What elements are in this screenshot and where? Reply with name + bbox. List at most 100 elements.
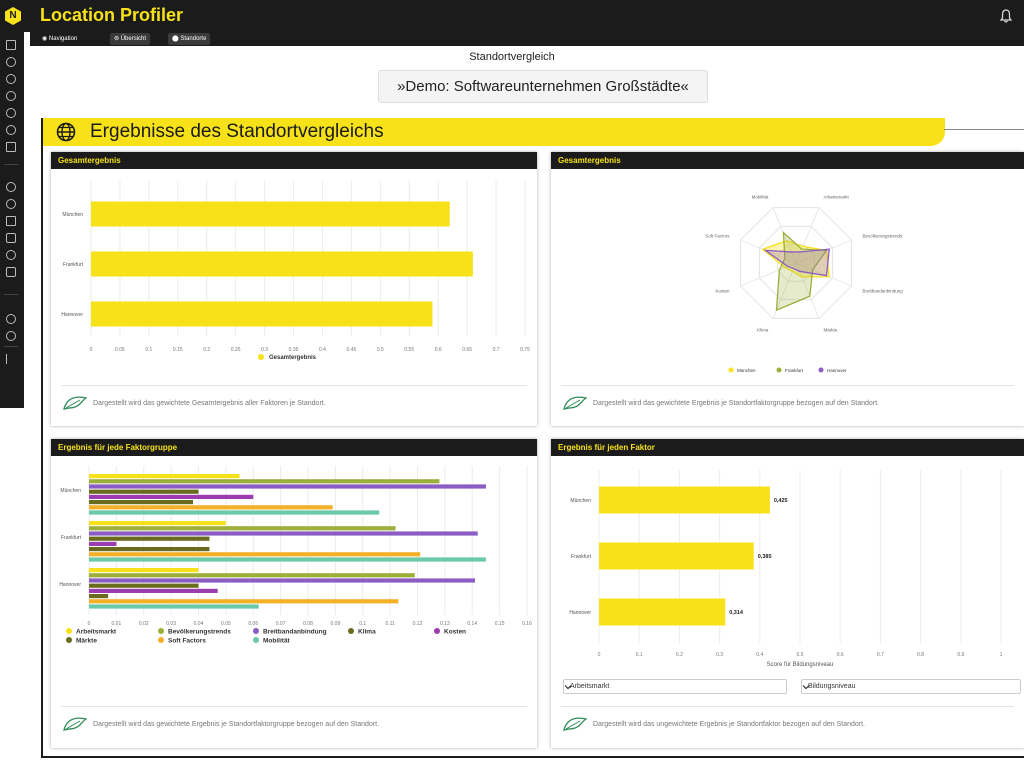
legend-swatch	[258, 354, 264, 360]
search-people-icon[interactable]	[6, 108, 16, 118]
note-divider	[61, 706, 527, 707]
radar-chart: Arbeitsmarkt Bevölkerungstrends Breitbanda…	[705, 194, 904, 373]
card-group-title: Ergebnis für jede Faktorgruppe	[51, 439, 537, 456]
bar-hannover	[599, 598, 726, 626]
legend-swatch	[66, 628, 72, 634]
bar-märkte	[89, 547, 210, 552]
gear-icon[interactable]	[6, 74, 16, 84]
leaf-icon	[563, 717, 587, 731]
bar-klima	[89, 583, 199, 588]
card-radar: Gesamtergebnis Arbeitsmarkt Bevölkerungst…	[551, 152, 1024, 426]
x-tick-label: 0.14	[467, 621, 477, 627]
legend-swatch	[776, 367, 782, 373]
total-result-chart: 0 0.05 0.1 0.15 0.2 0.25 0.3 0.35 0.4 0.45 0.5 0.55…	[61, 181, 530, 361]
chart-icon[interactable]	[6, 40, 16, 50]
legend-swatch	[253, 637, 259, 643]
chevron-down-icon	[802, 685, 810, 690]
list-icon[interactable]	[6, 216, 16, 226]
bar-breitbandanbindung	[89, 531, 478, 536]
section-banner	[43, 118, 945, 146]
results-frame	[41, 118, 1024, 758]
page-subtitle: Standortvergleich	[469, 51, 555, 63]
x-tick-label: 0.16	[522, 621, 532, 627]
coin-icon[interactable]	[6, 250, 16, 260]
search-icon[interactable]	[6, 182, 16, 192]
x-tick-label: 0.1	[359, 621, 366, 627]
factor-group-select[interactable]: Arbeitsmarkt	[563, 679, 787, 694]
x-tick-label: 0.45	[347, 347, 357, 353]
factor-select[interactable]: Bildungsniveau	[801, 679, 1021, 694]
globe-icon	[56, 122, 76, 142]
radar-spoke	[740, 262, 797, 287]
app-title: Location Profiler	[40, 5, 184, 25]
search-icon[interactable]	[6, 125, 16, 135]
x-tick-label: 0.1	[145, 347, 152, 353]
legend-swatch	[348, 628, 354, 634]
x-tick-label: 0.6	[435, 347, 442, 353]
card-factor-result: Ergebnis für jeden Faktor 0 0.1 0.2 0.3 0.4 0…	[551, 439, 1024, 748]
radar-axis-label: Bevölkerungstrends	[863, 233, 904, 238]
x-axis-label: Score für Bildungsniveau	[767, 662, 834, 668]
bar-arbeitsmarkt	[89, 474, 240, 479]
radar-series-hannover	[763, 248, 830, 277]
x-tick-label: 0.06	[248, 621, 258, 627]
category-label: München	[60, 488, 81, 494]
x-tick-label: 0.05	[115, 347, 125, 353]
group-result-chart: 0 0.01 0.02 0.03 0.04 0.05 0.06 0.07 0.08 0.09 0.1…	[59, 466, 532, 645]
x-tick-label: 0.3	[716, 652, 723, 658]
bar-breitbandanbindung	[89, 484, 486, 489]
legend-swatch	[818, 367, 824, 373]
x-tick-label: 0.75	[520, 347, 530, 353]
category-label: Frankfurt	[63, 262, 84, 268]
note-divider	[561, 385, 1014, 386]
shield-icon[interactable]	[6, 57, 16, 67]
x-tick-label: 0.15	[173, 347, 183, 353]
target-icon[interactable]	[6, 91, 16, 101]
bar-arbeitsmarkt	[89, 568, 199, 573]
x-tick-label: 0.25	[231, 347, 241, 353]
network-icon[interactable]	[6, 331, 16, 341]
trend-icon[interactable]	[6, 142, 16, 152]
x-tick-label: 0	[598, 652, 601, 658]
legend-swatch	[728, 367, 734, 373]
app-logo[interactable]: N	[5, 7, 21, 25]
category-label: Hannover	[569, 610, 591, 616]
leaf-icon	[563, 396, 587, 410]
data-label: 0,314	[729, 610, 744, 616]
bar-bevölkerungstrends	[89, 479, 440, 484]
logout-icon[interactable]	[6, 354, 16, 364]
bell-icon[interactable]	[1000, 9, 1012, 23]
legend-swatch	[66, 637, 72, 643]
location-icon[interactable]	[6, 199, 16, 209]
x-tick-label: 0.9	[957, 652, 964, 658]
legend-swatch	[158, 628, 164, 634]
nav-locations[interactable]: ⬤ Standorte	[168, 33, 211, 45]
radar-axis-label: Märkte	[824, 328, 838, 333]
legend-label: Bevölkerungstrends	[168, 629, 231, 636]
legend-label: Mobilität	[263, 638, 291, 645]
card-group-note: Dargestellt wird das gewichtete Ergebnis…	[93, 721, 380, 728]
box-icon[interactable]	[6, 267, 16, 277]
x-tick-label: 0.8	[917, 652, 924, 658]
radar-spoke	[795, 239, 852, 264]
x-tick-label: 0.2	[676, 652, 683, 658]
nav-overview[interactable]: ⊚ Übersicht	[110, 33, 151, 45]
bar-frankfurt	[91, 251, 473, 277]
x-tick-label: 0.07	[276, 621, 286, 627]
sidebar-divider	[4, 346, 18, 347]
data-label: 0,385	[758, 554, 772, 560]
x-tick-label: 0.5	[797, 652, 804, 658]
nav-navigation[interactable]: ◉ Navigation	[42, 36, 78, 42]
card-icon[interactable]	[6, 233, 16, 243]
sidebar-divider	[4, 294, 18, 295]
nav-navigation-label: Navigation	[48, 36, 78, 42]
x-tick-label: 0	[88, 621, 91, 627]
bar-frankfurt	[599, 542, 754, 570]
x-tick-label: 0.11	[385, 621, 395, 627]
card-radar-note: Dargestellt wird das gewichtete Ergebnis…	[593, 400, 880, 407]
bar-arbeitsmarkt	[89, 521, 226, 526]
x-tick-label: 0.6	[837, 652, 844, 658]
x-tick-label: 0.55	[404, 347, 414, 353]
wrench-icon[interactable]	[6, 314, 16, 324]
bar-münchen	[91, 201, 450, 227]
